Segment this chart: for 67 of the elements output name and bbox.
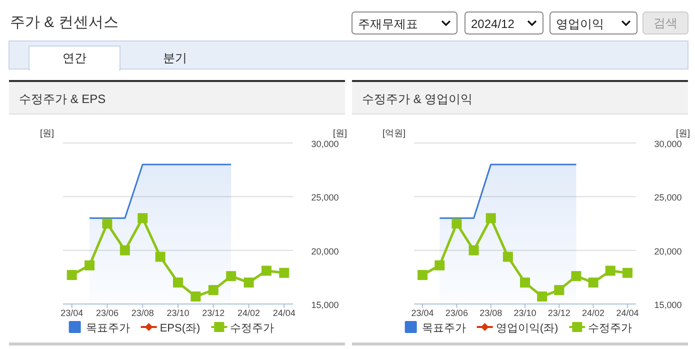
point bbox=[120, 245, 130, 256]
y2-tick-label: 30,000 bbox=[311, 139, 339, 149]
chart-title: 수정주가 & 영업이익 bbox=[362, 92, 473, 106]
point bbox=[208, 285, 218, 296]
y-axis-title: [원] bbox=[40, 128, 54, 138]
y-axis-title: [억원] bbox=[382, 128, 406, 138]
legend-label: 영업이익(좌) bbox=[496, 322, 558, 334]
text: 연간 bbox=[62, 51, 86, 65]
x-tick-label: 23/08 bbox=[131, 308, 154, 318]
legend-label: EPS(좌) bbox=[160, 322, 200, 334]
chart-title: 수정주가 & EPS bbox=[19, 92, 106, 106]
y2-tick-label: 20,000 bbox=[311, 246, 339, 256]
y2-axis-title: [원] bbox=[332, 128, 348, 138]
point bbox=[261, 266, 272, 276]
x-tick-label: 24/02 bbox=[582, 308, 605, 318]
y2-tick-label: 25,000 bbox=[654, 192, 682, 203]
x-tick-label: 23/10 bbox=[514, 308, 536, 318]
point bbox=[622, 268, 632, 278]
y2-tick-label: 20,000 bbox=[654, 246, 682, 256]
x-tick-label: 23/06 bbox=[96, 308, 118, 318]
x-tick-label: 23/04 bbox=[60, 308, 84, 318]
x-tick-label: 23/10 bbox=[166, 308, 190, 318]
legend-label: 수정주가 bbox=[588, 322, 632, 334]
point bbox=[244, 278, 254, 288]
point bbox=[226, 271, 236, 282]
point bbox=[486, 213, 496, 224]
x-tick-label: 24/04 bbox=[272, 308, 296, 318]
y2-tick-label: 25,000 bbox=[311, 192, 339, 203]
point bbox=[173, 278, 183, 288]
point bbox=[502, 252, 513, 262]
point bbox=[571, 271, 582, 282]
x-tick-label: 24/02 bbox=[238, 308, 260, 318]
text: 영업이익 bbox=[556, 17, 604, 31]
point bbox=[84, 260, 95, 270]
x-tick-label: 23/06 bbox=[445, 308, 468, 318]
point bbox=[537, 291, 548, 302]
point bbox=[190, 291, 201, 302]
point bbox=[554, 285, 564, 296]
x-tick-label: 23/12 bbox=[548, 308, 570, 318]
point bbox=[102, 218, 112, 228]
x-tick-label: 23/12 bbox=[202, 308, 225, 318]
text: 검색 bbox=[654, 16, 678, 30]
y2-tick-label: 15,000 bbox=[654, 300, 682, 310]
point bbox=[468, 245, 479, 256]
point bbox=[66, 270, 77, 280]
x-tick-label: 23/04 bbox=[411, 308, 434, 318]
text: 주가 & 컨센서스 bbox=[10, 14, 118, 31]
point bbox=[588, 278, 598, 288]
x-tick-label: 24/04 bbox=[616, 308, 639, 318]
y2-tick-label: 30,000 bbox=[654, 139, 682, 149]
point bbox=[605, 266, 616, 276]
text: 2024/12 bbox=[471, 17, 515, 31]
point bbox=[138, 213, 148, 224]
legend-label: 목표주가 bbox=[422, 322, 466, 334]
x-tick-label: 23/08 bbox=[480, 308, 502, 318]
text: 주재무제표 bbox=[358, 17, 418, 31]
point bbox=[452, 218, 462, 228]
point bbox=[279, 268, 290, 278]
text: 분기 bbox=[163, 51, 187, 65]
point bbox=[520, 278, 530, 288]
legend-label: 목표주가 bbox=[86, 322, 130, 334]
point bbox=[418, 270, 428, 280]
legend-label: 수정주가 bbox=[230, 322, 274, 334]
point bbox=[434, 260, 445, 270]
y2-axis-title: [원] bbox=[676, 128, 690, 138]
point bbox=[155, 252, 166, 262]
y2-tick-label: 15,000 bbox=[311, 300, 339, 310]
